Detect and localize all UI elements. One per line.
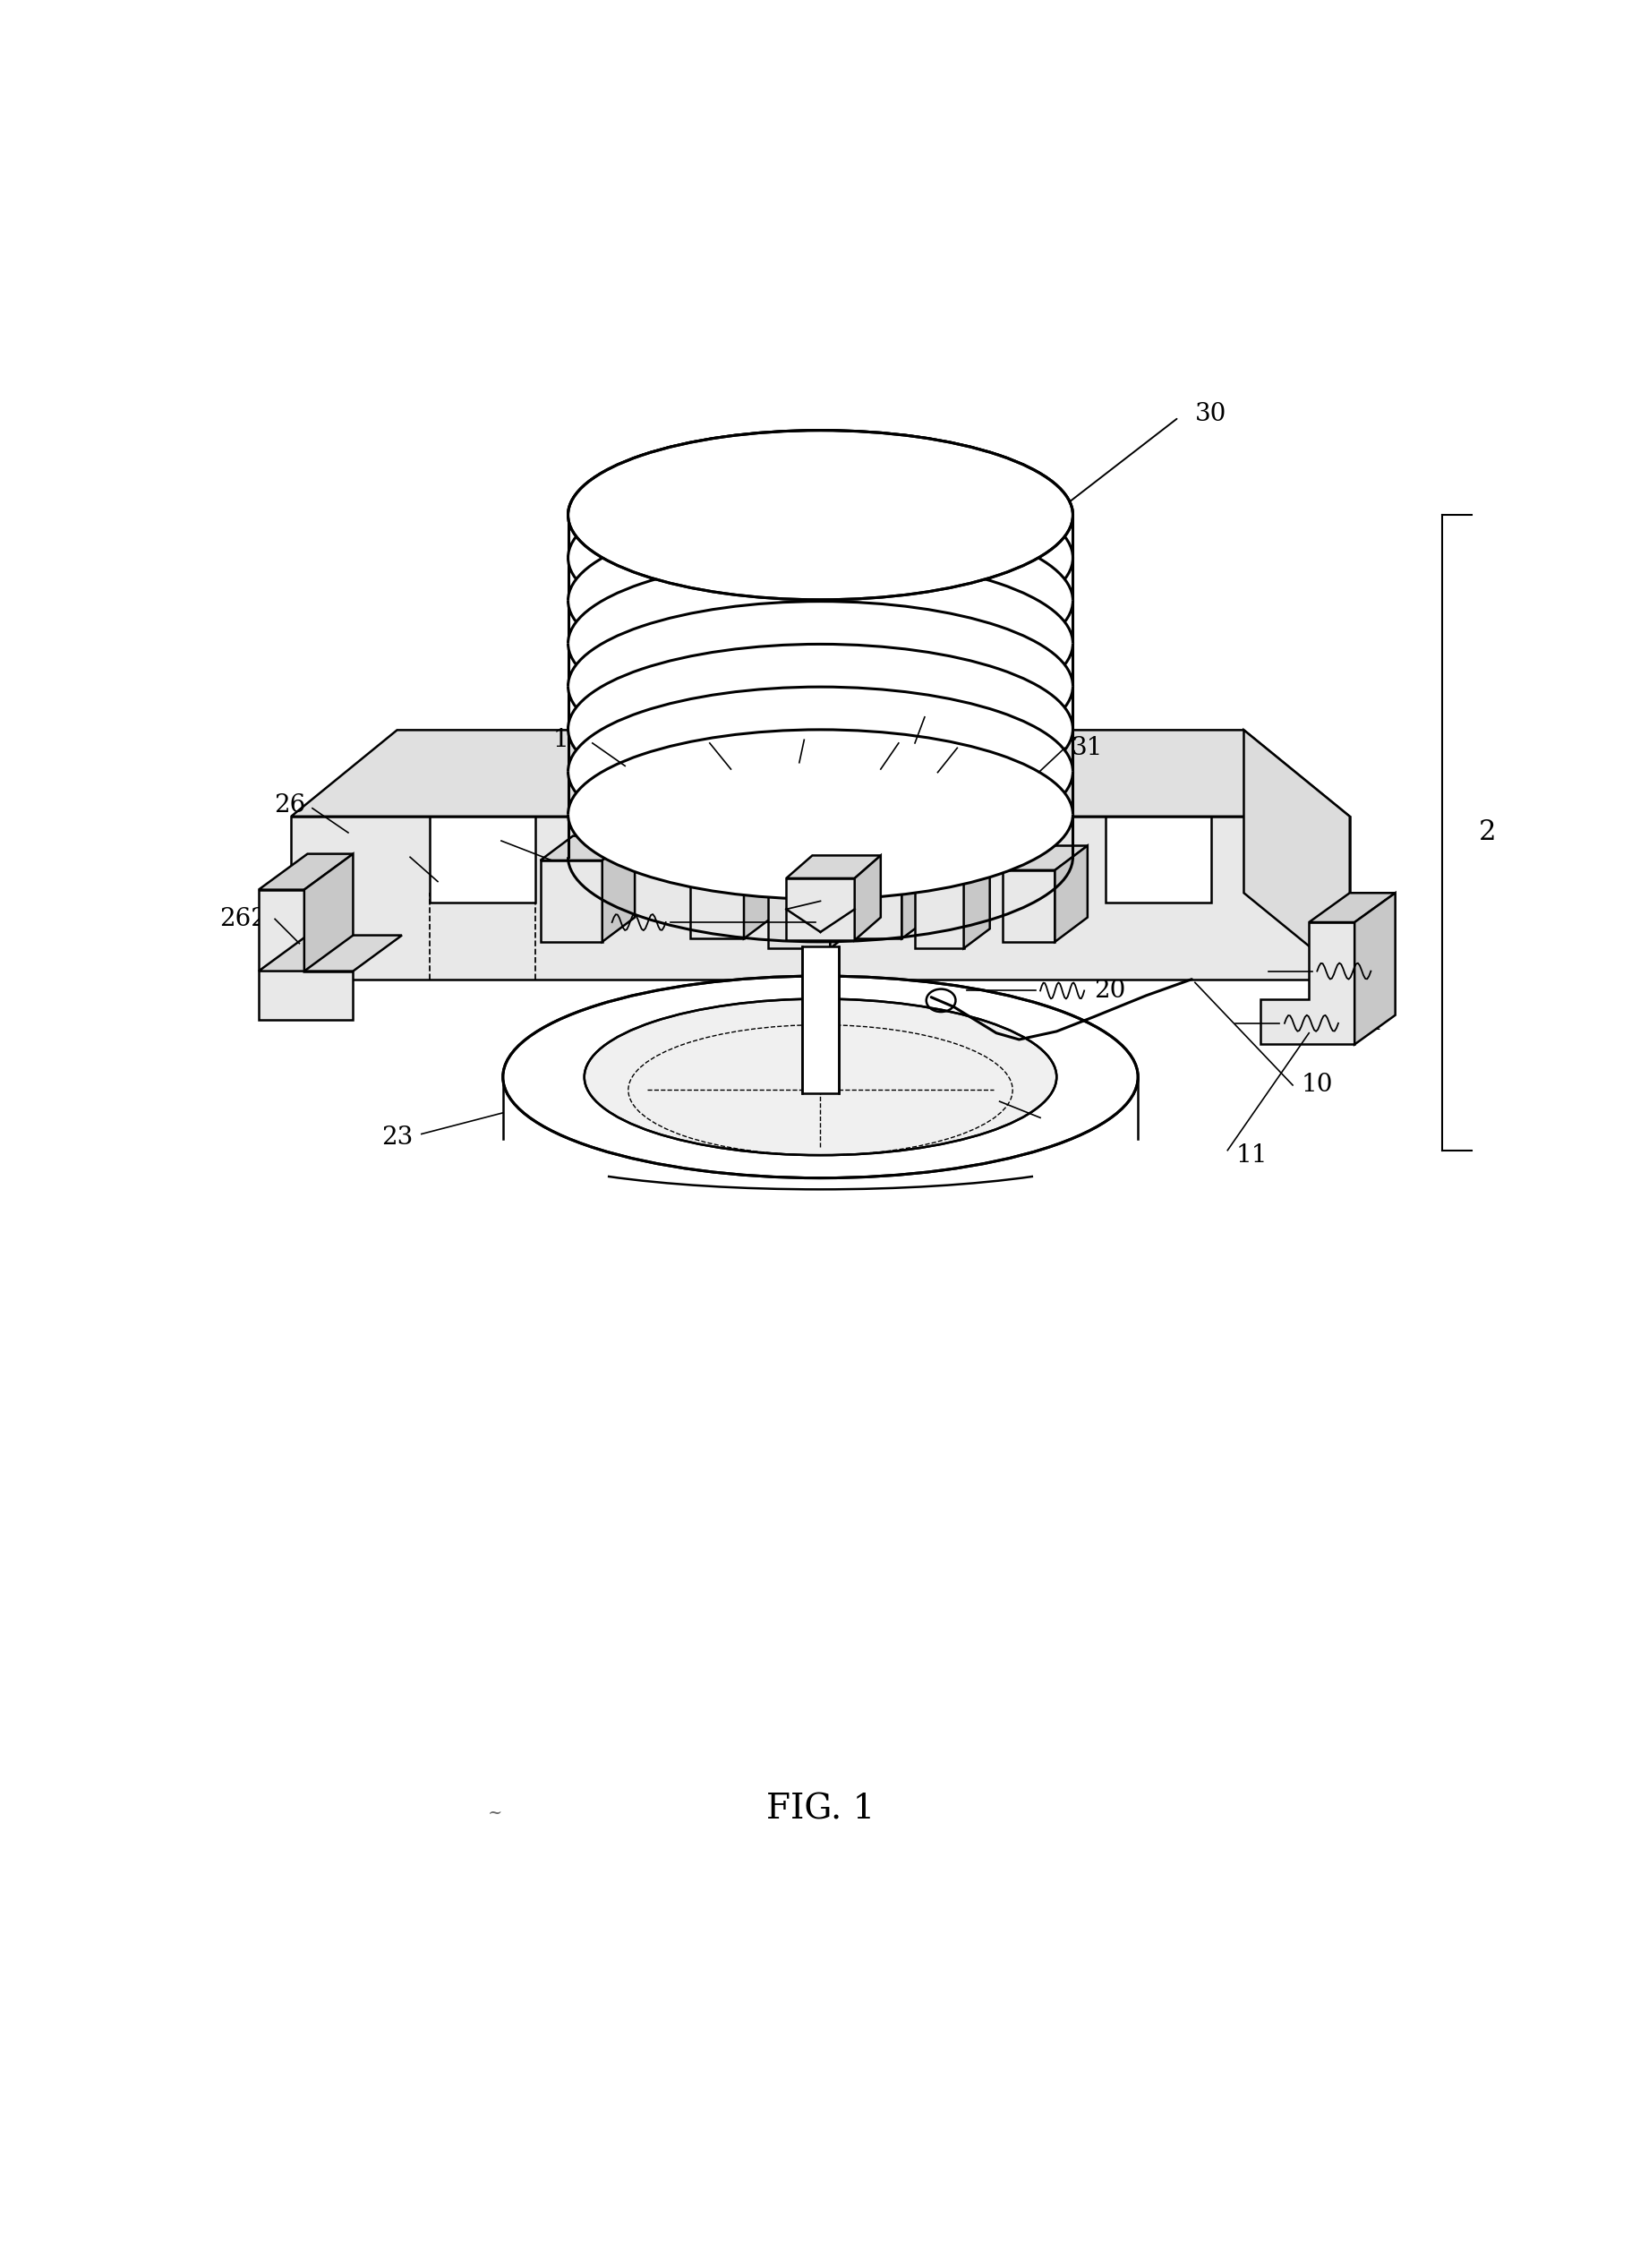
Polygon shape — [915, 844, 989, 864]
Polygon shape — [690, 864, 743, 939]
Polygon shape — [1243, 730, 1350, 980]
Polygon shape — [303, 853, 353, 971]
Polygon shape — [259, 853, 353, 889]
Polygon shape — [915, 864, 963, 948]
Polygon shape — [1355, 894, 1394, 1046]
Text: 11: 11 — [1235, 1143, 1266, 1168]
Text: 13: 13 — [963, 735, 995, 760]
Text: ~: ~ — [487, 1805, 502, 1821]
Polygon shape — [751, 816, 889, 903]
Text: 10: 10 — [1301, 1073, 1332, 1098]
Polygon shape — [848, 864, 902, 939]
Text: 30: 30 — [1194, 401, 1227, 426]
Text: 20: 20 — [1094, 978, 1125, 1002]
Text: 12: 12 — [671, 728, 704, 753]
Polygon shape — [1002, 871, 1055, 941]
Polygon shape — [743, 839, 776, 939]
Polygon shape — [290, 816, 1350, 980]
Polygon shape — [540, 837, 635, 860]
Polygon shape — [259, 889, 353, 1021]
Text: 32: 32 — [930, 699, 963, 723]
Polygon shape — [899, 860, 950, 882]
Polygon shape — [802, 946, 838, 1093]
Polygon shape — [1309, 894, 1394, 923]
Ellipse shape — [567, 601, 1073, 771]
Ellipse shape — [567, 431, 1073, 599]
Text: 27: 27 — [462, 823, 495, 848]
Polygon shape — [290, 730, 1350, 816]
Text: 12: 12 — [905, 728, 936, 753]
Text: 2: 2 — [1478, 819, 1496, 846]
Polygon shape — [1055, 846, 1087, 941]
Polygon shape — [768, 828, 859, 850]
Text: 31: 31 — [1071, 735, 1102, 760]
Polygon shape — [786, 878, 854, 941]
Text: 1: 1 — [1381, 959, 1397, 984]
Polygon shape — [854, 855, 881, 941]
Text: 261: 261 — [356, 841, 403, 866]
Ellipse shape — [567, 474, 1073, 642]
Polygon shape — [963, 844, 989, 948]
Ellipse shape — [567, 687, 1073, 857]
Ellipse shape — [567, 644, 1073, 814]
Polygon shape — [768, 850, 830, 948]
Polygon shape — [1105, 816, 1210, 903]
Ellipse shape — [584, 998, 1056, 1154]
Polygon shape — [290, 894, 1350, 980]
Polygon shape — [786, 855, 881, 878]
Polygon shape — [899, 844, 973, 860]
Ellipse shape — [567, 431, 1073, 599]
Text: 21: 21 — [1048, 1105, 1079, 1129]
Text: 24: 24 — [1350, 1012, 1381, 1034]
Polygon shape — [259, 934, 402, 971]
Polygon shape — [540, 860, 602, 941]
Polygon shape — [1260, 923, 1355, 1046]
Text: X: X — [582, 909, 600, 934]
Text: 25: 25 — [787, 714, 820, 739]
Ellipse shape — [567, 730, 1073, 898]
Polygon shape — [690, 839, 776, 864]
Text: 23: 23 — [382, 1125, 413, 1150]
Ellipse shape — [502, 975, 1138, 1177]
Text: 22: 22 — [594, 1048, 625, 1073]
Ellipse shape — [567, 558, 1073, 728]
Text: FIG. 1: FIG. 1 — [766, 1794, 874, 1826]
Polygon shape — [902, 839, 933, 939]
Polygon shape — [1002, 846, 1087, 871]
Ellipse shape — [567, 515, 1073, 685]
Polygon shape — [830, 828, 859, 948]
Text: 11: 11 — [553, 728, 584, 753]
Text: 26: 26 — [274, 794, 305, 816]
Polygon shape — [848, 839, 933, 864]
Polygon shape — [430, 816, 535, 903]
Text: 262: 262 — [220, 907, 267, 932]
Polygon shape — [602, 837, 635, 941]
